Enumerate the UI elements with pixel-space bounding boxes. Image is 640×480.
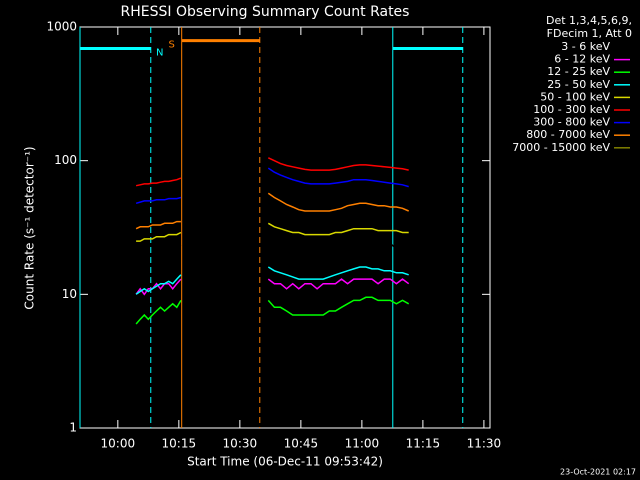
series-line bbox=[136, 222, 409, 242]
x-tick-label: 11:15 bbox=[406, 437, 441, 451]
legend-label: 6 - 12 keV bbox=[554, 53, 610, 66]
series-line bbox=[135, 278, 410, 296]
x-tick-label: 10:00 bbox=[101, 437, 136, 451]
saa-label: S bbox=[169, 40, 175, 51]
y-tick-label: 1 bbox=[69, 421, 77, 435]
series-line bbox=[135, 266, 409, 295]
legend-label: 3 - 6 keV bbox=[561, 40, 610, 53]
chart-title: RHESSI Observing Summary Count Rates bbox=[121, 4, 410, 20]
legend-header: FDecim 1, Att 0 bbox=[547, 27, 632, 40]
y-tick-label: 10 bbox=[62, 287, 77, 301]
series-line bbox=[135, 296, 410, 325]
series-line bbox=[135, 242, 409, 252]
x-axis-label: Start Time (06-Dec-11 09:53:42) bbox=[187, 455, 383, 469]
series-line bbox=[135, 167, 409, 205]
x-tick-label: 10:15 bbox=[162, 437, 197, 451]
timestamp: 23-Oct-2021 02:17 bbox=[560, 468, 636, 477]
legend-label: 100 - 300 keV bbox=[533, 103, 610, 116]
y-tick-label: 1000 bbox=[46, 20, 77, 34]
series-line bbox=[135, 157, 409, 187]
night-label: N bbox=[156, 48, 163, 59]
legend-label: 50 - 100 keV bbox=[540, 90, 610, 103]
legend-label: 12 - 25 keV bbox=[547, 65, 610, 78]
legend-label: 25 - 50 keV bbox=[547, 78, 610, 91]
legend-header: Det 1,3,4,5,6,9, bbox=[546, 14, 632, 27]
series-line bbox=[135, 192, 409, 230]
y-tick-label: 100 bbox=[54, 153, 77, 167]
legend-label: 7000 - 15000 keV bbox=[512, 141, 610, 154]
y-axis-label: Count Rate (s⁻¹ detector⁻¹) bbox=[23, 146, 37, 309]
x-tick-label: 10:30 bbox=[223, 437, 258, 451]
legend-label: 800 - 7000 keV bbox=[526, 128, 610, 141]
x-tick-label: 11:30 bbox=[467, 437, 502, 451]
legend-label: 300 - 800 keV bbox=[533, 116, 610, 129]
x-tick-label: 10:45 bbox=[284, 437, 319, 451]
x-tick-label: 11:00 bbox=[345, 437, 380, 451]
